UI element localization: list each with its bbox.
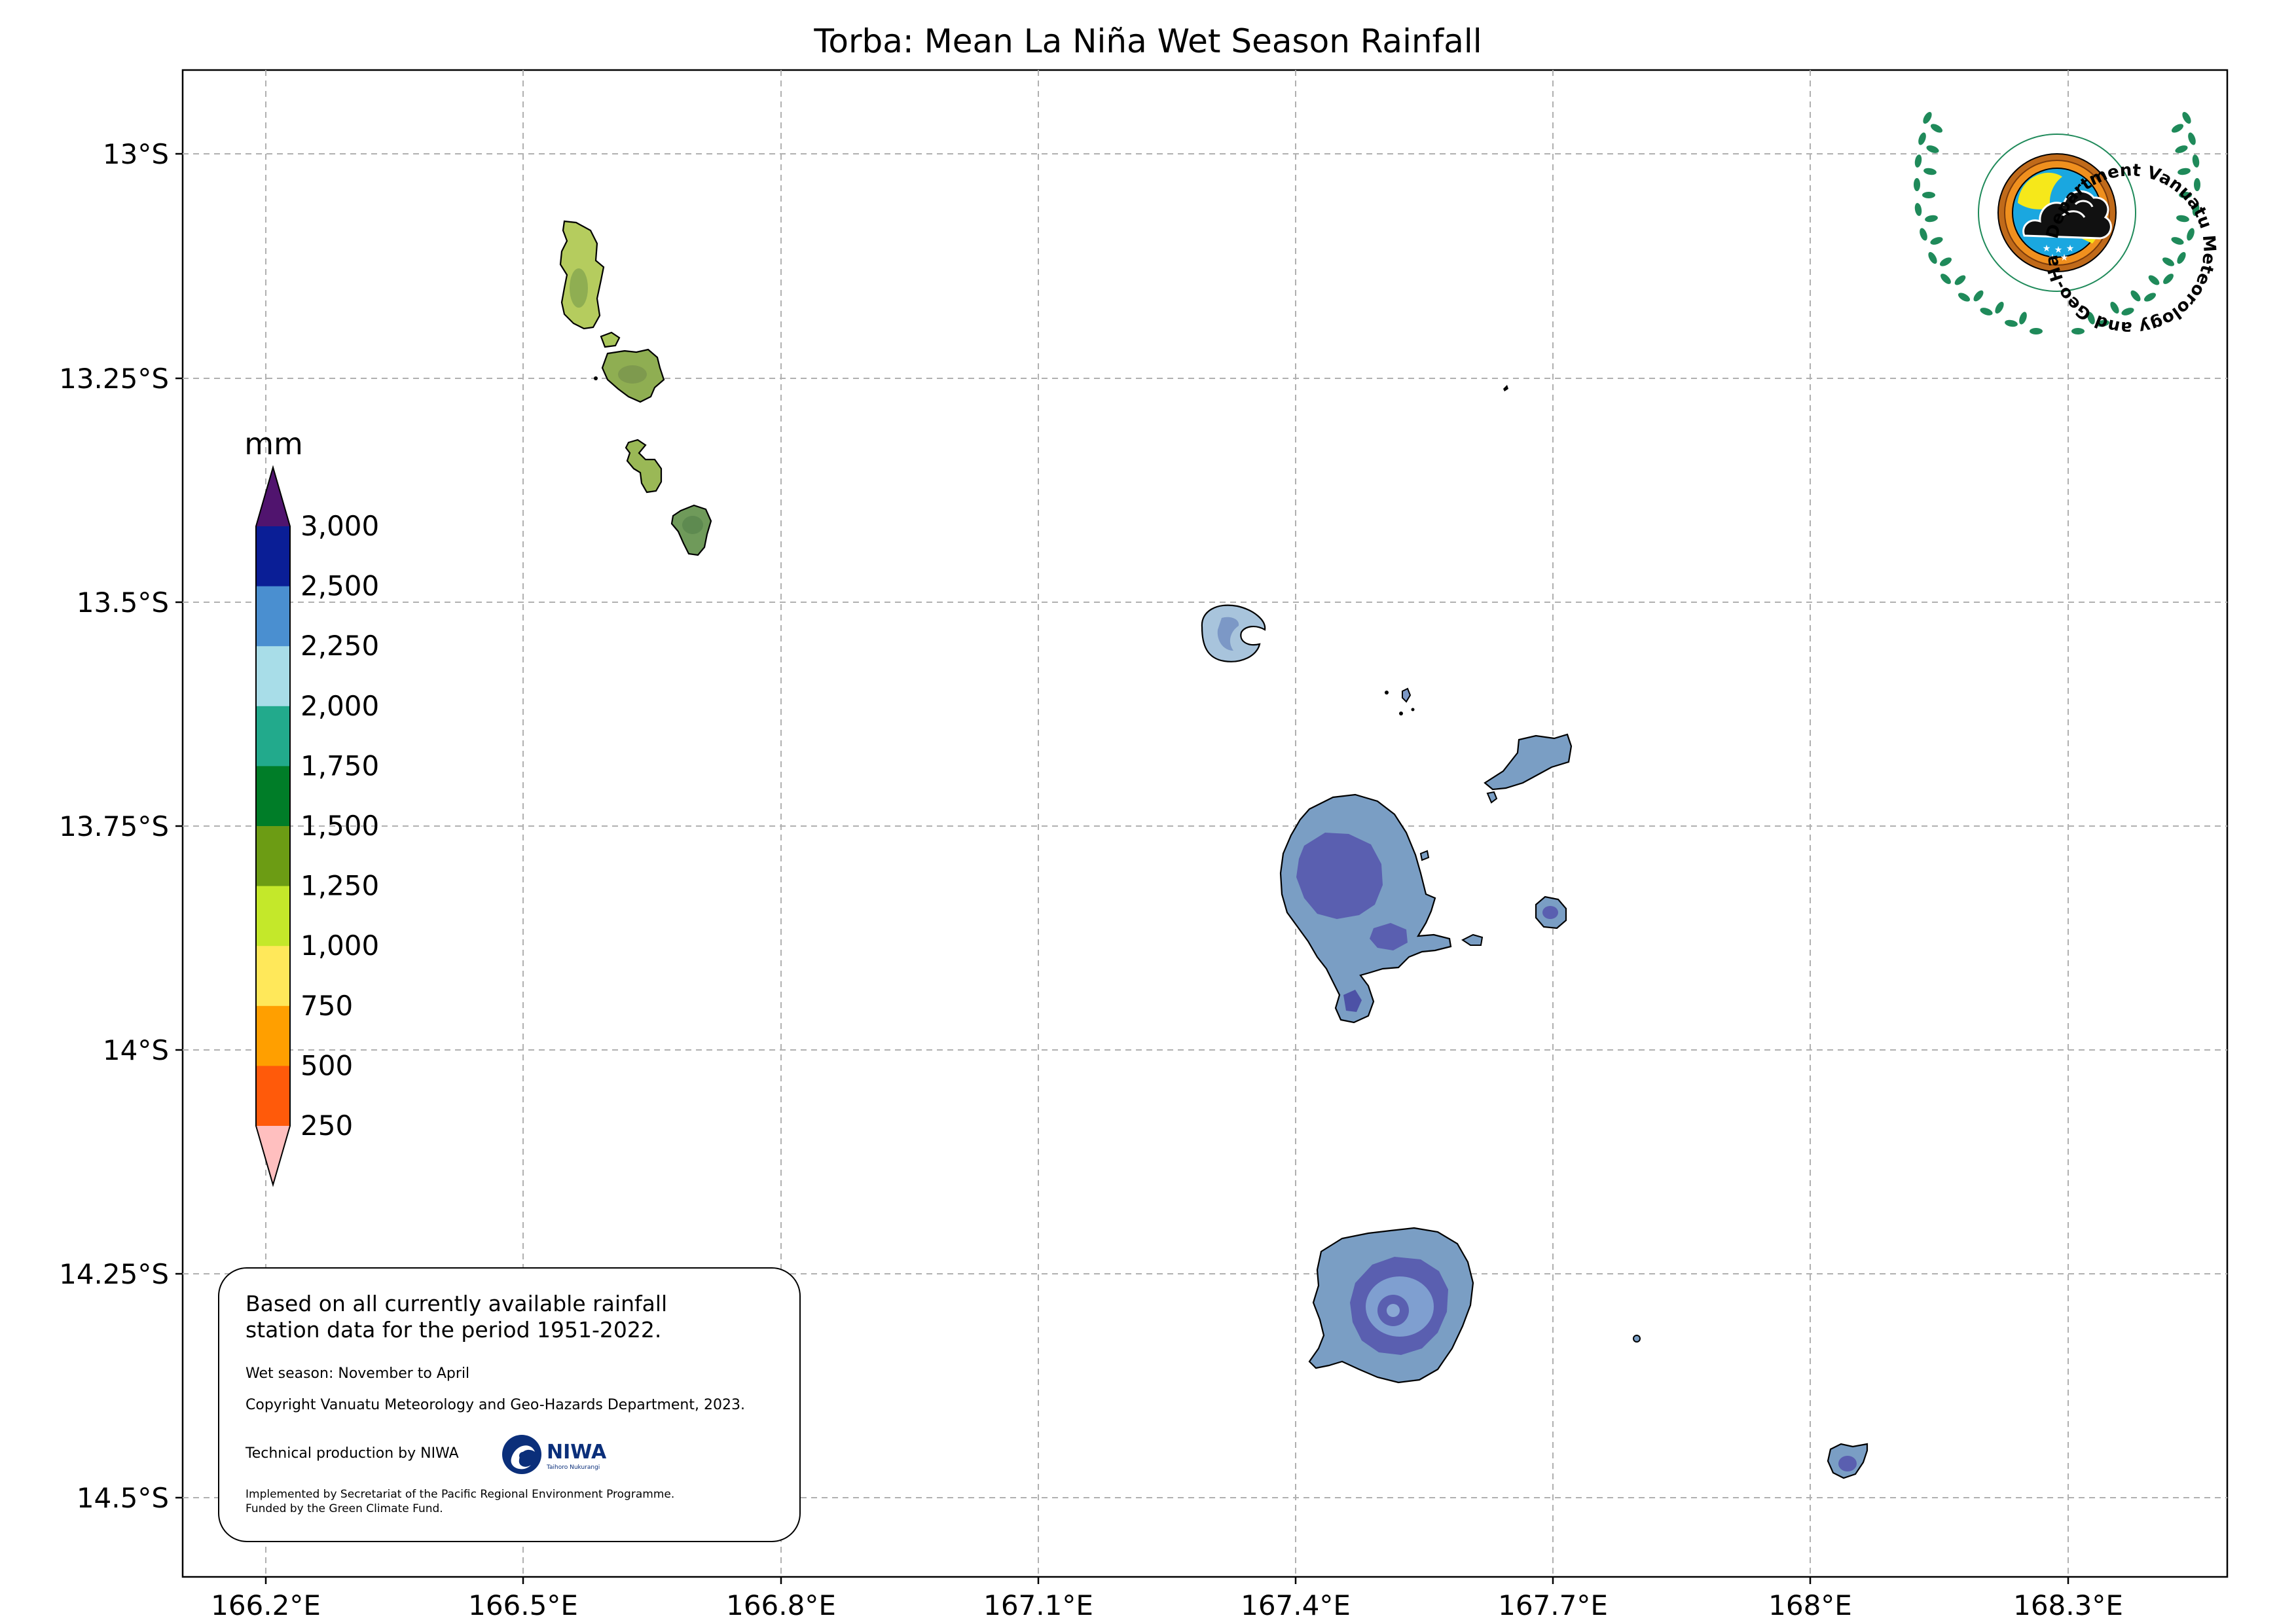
info-technical-production: Technical production by NIWA bbox=[246, 1445, 459, 1462]
niwa-logo-text: NIWA bbox=[547, 1441, 607, 1464]
island-toga-core bbox=[682, 516, 703, 534]
colorbar-band bbox=[256, 646, 290, 707]
island-mota-core bbox=[1542, 906, 1558, 919]
colorbar-band bbox=[256, 526, 290, 587]
x-tick-labels: 166.2°E 166.5°E 166.8°E 167.1°E 167.4°E … bbox=[211, 1589, 2123, 1621]
x-tick-label: 166.8°E bbox=[726, 1589, 836, 1621]
small-islets bbox=[1385, 385, 1641, 1343]
info-box: Based on all currently available rainfal… bbox=[218, 1267, 801, 1542]
colorbar-tick-label: 3,000 bbox=[301, 510, 379, 542]
wreath-right bbox=[2071, 111, 2200, 334]
islet-tegua-west bbox=[594, 376, 598, 380]
colorbar-extend-max bbox=[256, 467, 290, 526]
colorbar-tick-label: 750 bbox=[301, 990, 353, 1022]
niwa-logo-subtext: Taihoro Nukurangi bbox=[546, 1464, 600, 1471]
colorbar-tick-label: 1,750 bbox=[301, 749, 379, 782]
islet-ra bbox=[1486, 791, 1498, 804]
niwa-logo: NIWA Taihoro Nukurangi bbox=[502, 1435, 607, 1474]
colorbar-band bbox=[256, 826, 290, 887]
info-copyright: Copyright Vanuatu Meteorology and Geo-Ha… bbox=[246, 1397, 745, 1413]
y-tick-label: 14.5°S bbox=[77, 1482, 169, 1514]
colorbar-band bbox=[256, 766, 290, 827]
y-tick-labels: 13°S 13.25°S 13.5°S 13.75°S 14°S 14.25°S… bbox=[59, 138, 169, 1514]
wreath-left bbox=[1914, 111, 2043, 334]
x-tick-label: 166.2°E bbox=[211, 1589, 321, 1621]
colorbar-outline bbox=[255, 465, 291, 1187]
colorbar-tick-label: 2,250 bbox=[301, 630, 379, 662]
x-tick-label: 167.1°E bbox=[983, 1589, 1093, 1621]
colorbar-tick-label: 1,500 bbox=[301, 810, 379, 842]
y-tick-label: 14.25°S bbox=[59, 1258, 169, 1290]
colorbar-tick-label: 1,000 bbox=[301, 929, 379, 962]
y-tick-label: 14°S bbox=[103, 1034, 169, 1066]
x-tick-label: 167.4°E bbox=[1241, 1589, 1351, 1621]
island-vanua-lava-core-tip bbox=[1343, 990, 1362, 1012]
logo-stars: ★ ★ ★ ★ ★ bbox=[2043, 244, 2075, 263]
gaua-crater bbox=[1387, 1304, 1400, 1317]
torres-islands bbox=[559, 220, 712, 556]
colorbar-band bbox=[256, 946, 290, 1007]
colorbar-tick-label: 2,000 bbox=[301, 690, 379, 722]
info-main-text: Based on all currently available rainfal… bbox=[246, 1291, 668, 1343]
page-title: Torba: Mean La Niña Wet Season Rainfall bbox=[814, 22, 1482, 60]
colorbar-band bbox=[256, 586, 290, 647]
colorbar-tick-label: 2,500 bbox=[301, 570, 379, 602]
logo-sun-icon bbox=[2018, 172, 2062, 209]
svg-text:★: ★ bbox=[2043, 244, 2051, 254]
colorbar-tick-label: 500 bbox=[301, 1049, 353, 1081]
colorbar-unit: mm bbox=[244, 426, 303, 461]
x-tick-label: 166.5°E bbox=[468, 1589, 578, 1621]
island-ureparapara-inner bbox=[1217, 617, 1239, 651]
x-tick-label: 168.3°E bbox=[2013, 1589, 2123, 1621]
island-vanua-lava-core bbox=[1296, 833, 1383, 919]
island-ureparapara bbox=[1201, 604, 1266, 662]
island-vanua-lava-core-south bbox=[1370, 923, 1408, 950]
island-mota-lava bbox=[1484, 733, 1573, 791]
svg-text:★: ★ bbox=[2049, 253, 2057, 263]
colorbar-segments bbox=[255, 465, 291, 1187]
colorbar-tick-label: 1,250 bbox=[301, 870, 379, 902]
island-merelava-core bbox=[1838, 1456, 1857, 1471]
y-tick-label: 13.75°S bbox=[59, 810, 169, 842]
info-wet-season: Wet season: November to April bbox=[246, 1365, 470, 1382]
island-hiu-ridge bbox=[570, 268, 588, 308]
colorbar-band bbox=[256, 1005, 290, 1066]
colorbar-extend-min bbox=[256, 1126, 290, 1185]
colorbar-band bbox=[256, 886, 290, 947]
x-tick-label: 168°E bbox=[1768, 1589, 1852, 1621]
colorbar-band bbox=[256, 1066, 290, 1127]
island-loh bbox=[625, 439, 663, 494]
tick-marks bbox=[175, 153, 2069, 1584]
y-tick-label: 13.25°S bbox=[59, 363, 169, 395]
x-tick-label: 167.7°E bbox=[1498, 1589, 1608, 1621]
colorbar-tick-label: 250 bbox=[301, 1110, 353, 1142]
logo-cloud-detail bbox=[2061, 200, 2094, 218]
svg-text:★: ★ bbox=[2060, 253, 2069, 263]
colorbar-band bbox=[256, 706, 290, 767]
y-tick-label: 13°S bbox=[103, 138, 169, 170]
colorbar-labels: 3,000 2,500 2,250 2,000 1,750 1,500 1,250 1,000… bbox=[301, 510, 379, 1142]
island-metoma bbox=[600, 331, 621, 348]
islet-vanua-lava-east2 bbox=[1461, 933, 1484, 946]
colorbar: mm 3,000 2,500 2,250 2,000 1,750 1,500 1,250 1,… bbox=[244, 426, 379, 1187]
islet-vanua-lava-east1 bbox=[1419, 850, 1430, 861]
info-implemented: Implemented by Secretariat of the Pacifi… bbox=[246, 1488, 675, 1515]
svg-text:★: ★ bbox=[2054, 245, 2063, 255]
y-tick-label: 13.5°S bbox=[77, 586, 169, 619]
island-tegua-core bbox=[618, 365, 647, 384]
svg-text:★: ★ bbox=[2066, 244, 2075, 254]
